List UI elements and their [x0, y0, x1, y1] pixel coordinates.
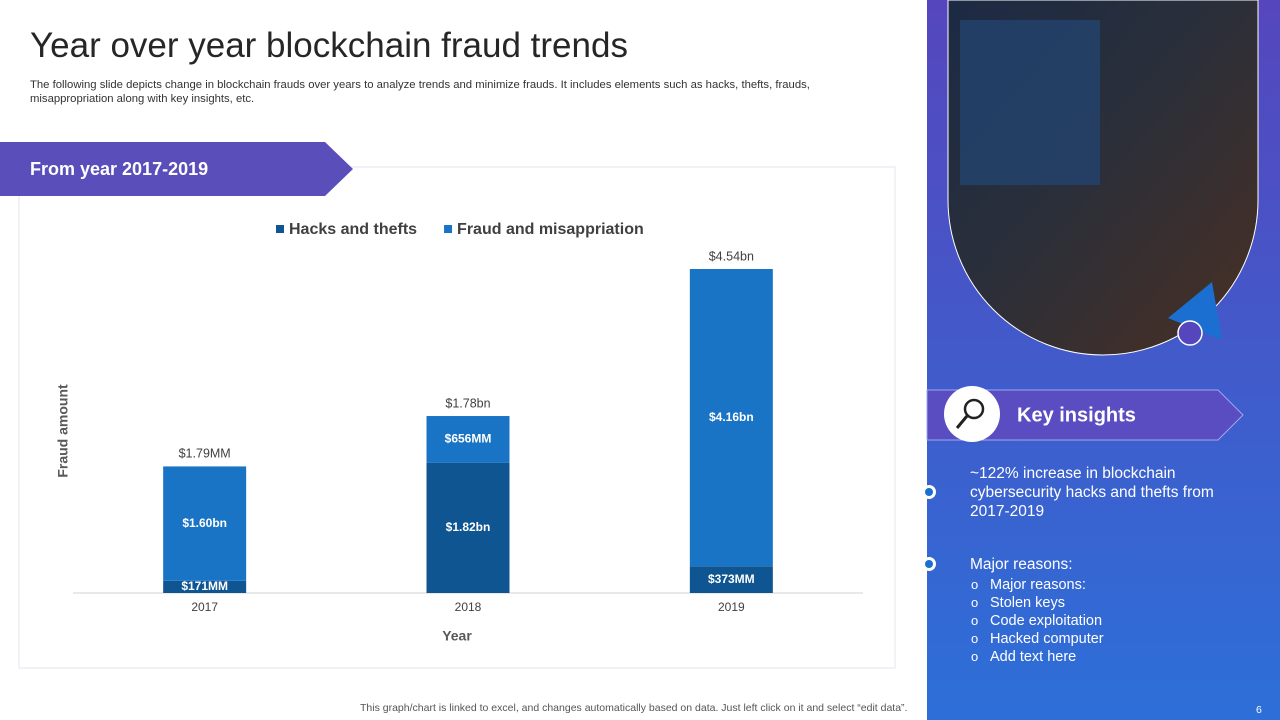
chart: Hacks and thefts Fraud and misappriation 2… [55, 221, 863, 644]
bar-segment [163, 466, 247, 581]
reason: Code exploitation [970, 612, 1245, 630]
value-label: $373MM [708, 572, 755, 586]
insight: Major reasons: Major reasons:Stolen keys… [970, 555, 1245, 666]
reason-list: Major reasons:Stolen keysCode exploitati… [970, 576, 1245, 666]
photo-screen [960, 20, 1100, 185]
value-label: $656MM [445, 432, 492, 446]
total-label: $1.78bn [445, 396, 490, 410]
x-axis-title: Year [442, 628, 472, 644]
bar-segment [163, 580, 247, 593]
x-tick-label: 2017 [191, 600, 218, 614]
legend-label: Fraud and misappriation [457, 221, 644, 238]
value-label: $4.16bn [709, 410, 754, 424]
decor-circle [1177, 320, 1203, 346]
reason: Stolen keys [970, 594, 1245, 612]
legend-swatch [444, 225, 453, 233]
total-label: $4.54bn [709, 249, 754, 263]
y-axis-title: Fraud amount [55, 384, 71, 478]
insights-icon-glass [963, 398, 985, 420]
description: The following slide depicts change in bl… [30, 79, 810, 105]
insight: ~122% increase in blockchain cybersecuri… [970, 465, 1214, 520]
reason: Major reasons: [970, 576, 1245, 594]
insights-title: Key insights [1017, 404, 1136, 426]
x-tick-label: 2019 [718, 600, 745, 614]
bar-segment [689, 269, 773, 567]
value-label: $171MM [181, 579, 228, 593]
insight-dot-center [925, 488, 933, 496]
value-label: $1.60bn [182, 516, 227, 530]
insights-icon [944, 386, 1000, 442]
title: Year over year blockchain fraud trends [30, 26, 628, 65]
bar-segment [689, 566, 773, 593]
total-label: $1.79MM [179, 447, 231, 461]
bar-segment [426, 462, 510, 593]
reason: Add text here [970, 648, 1245, 666]
insight-heading: Major reasons: [970, 556, 1073, 573]
insights-icon-handle [955, 415, 969, 429]
decor-triangle [1168, 282, 1222, 340]
footer-note: This graph/chart is linked to excel, and… [360, 702, 908, 714]
page-number: 6 [1256, 704, 1262, 716]
bar-segment [426, 416, 510, 463]
legend-label: Hacks and thefts [289, 221, 417, 238]
year-banner [0, 142, 353, 196]
insights-list: ~122% increase in blockchain cybersecuri… [970, 464, 1245, 700]
legend-swatch [276, 225, 284, 233]
reason: Hacked computer [970, 630, 1245, 648]
year-banner-text: From year 2017-2019 [30, 159, 208, 179]
insights-banner [926, 389, 1244, 441]
insight-dot-center [925, 560, 933, 568]
x-tick-label: 2018 [455, 600, 482, 614]
value-label: $1.82bn [446, 520, 491, 534]
